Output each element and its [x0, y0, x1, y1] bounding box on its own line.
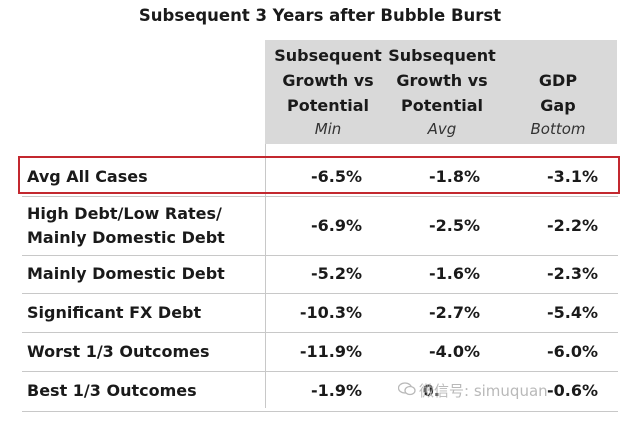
- row-label: Best 1/3 Outcomes: [27, 381, 197, 400]
- row-separator: [22, 332, 618, 333]
- cell-min: -6.5%: [310, 167, 362, 186]
- table-title: Subsequent 3 Years after Bubble Burst: [138, 6, 502, 25]
- cell-min: -10.3%: [299, 303, 362, 322]
- row-label: Mainly Domestic Debt: [27, 228, 225, 247]
- column-header-line: Gap: [540, 96, 576, 115]
- row-separator: [22, 411, 618, 412]
- column-header-line: Potential: [400, 96, 484, 115]
- cell-gdp-gap: -0.6%: [546, 381, 598, 400]
- header-band: [265, 40, 617, 144]
- cell-gdp-gap: -3.1%: [546, 167, 598, 186]
- column-subheader: Min: [314, 120, 342, 138]
- cell-avg: 0.: [422, 381, 440, 400]
- column-subheader: Bottom: [530, 120, 586, 138]
- cell-min: -1.9%: [310, 381, 362, 400]
- column-divider: [265, 144, 266, 408]
- cell-min: -5.2%: [310, 264, 362, 283]
- row-label: Mainly Domestic Debt: [27, 264, 225, 283]
- row-separator: [22, 293, 618, 294]
- row-separator: [22, 196, 618, 197]
- column-header-gdp-gap: GDP Gap Bottom: [500, 40, 616, 144]
- cell-gdp-gap: -2.3%: [546, 264, 598, 283]
- highlight-box: [18, 156, 620, 194]
- cell-gdp-gap: -6.0%: [546, 342, 598, 361]
- cell-min: -11.9%: [299, 342, 362, 361]
- column-header-line: Subsequent: [274, 46, 382, 65]
- cell-avg: -1.6%: [428, 264, 480, 283]
- wechat-icon: [397, 382, 416, 400]
- row-label: Avg All Cases: [27, 167, 148, 186]
- row-separator: [22, 255, 618, 256]
- column-subheader: Avg: [427, 120, 457, 138]
- column-header-line: Growth vs: [282, 71, 374, 90]
- column-header-avg: Subsequent Growth vs Potential Avg: [384, 40, 500, 144]
- row-separator: [22, 371, 618, 372]
- column-header-min: Subsequent Growth vs Potential Min: [268, 40, 388, 144]
- cell-gdp-gap: -5.4%: [546, 303, 598, 322]
- column-header-line: Subsequent: [388, 46, 496, 65]
- cell-avg: -2.7%: [428, 303, 480, 322]
- cell-gdp-gap: -2.2%: [546, 216, 598, 235]
- row-label: Significant FX Debt: [27, 303, 202, 322]
- watermark-text: 微信号: simuquan: [419, 382, 548, 400]
- cell-avg: -1.8%: [428, 167, 480, 186]
- column-header-line: Growth vs: [396, 71, 488, 90]
- cell-avg: -4.0%: [428, 342, 480, 361]
- cell-avg: -2.5%: [428, 216, 480, 235]
- column-header-line: GDP: [538, 71, 578, 90]
- row-label: High Debt/Low Rates/: [27, 204, 222, 223]
- column-header-line: Potential: [286, 96, 370, 115]
- watermark: 微信号: simuquan: [397, 380, 548, 401]
- row-label: Worst 1/3 Outcomes: [27, 342, 210, 361]
- cell-min: -6.9%: [310, 216, 362, 235]
